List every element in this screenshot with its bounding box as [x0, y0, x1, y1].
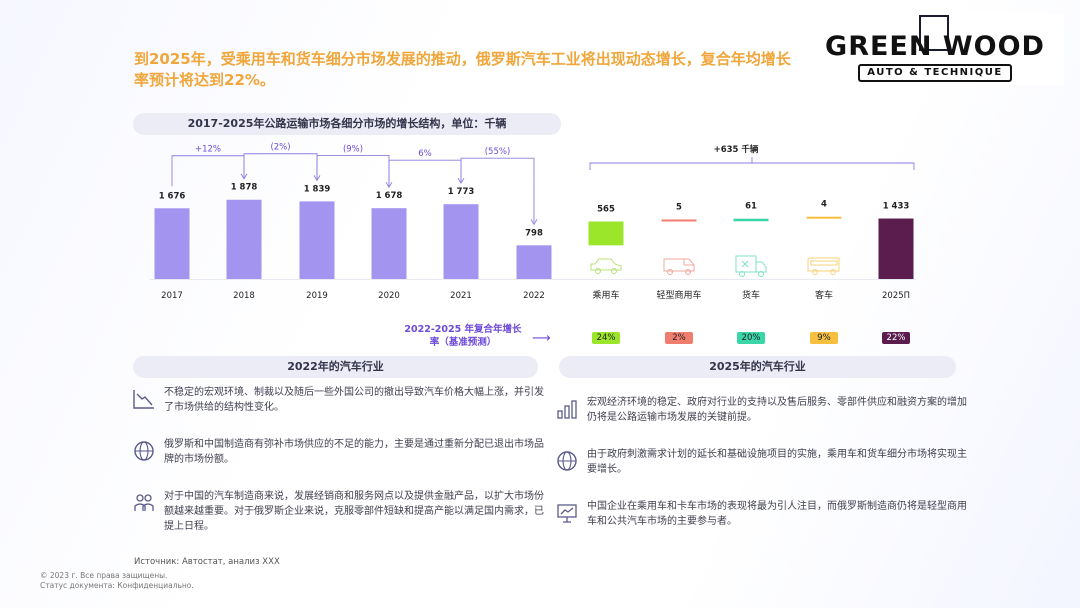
data-label: 4	[821, 200, 827, 210]
list-item-text: 宏观经济环境的稳定、政府对行业的支持以及售后服务、零部件供应和融资方案的增加仍将…	[587, 397, 967, 423]
cagr-badge: 2%	[665, 332, 693, 344]
arrow-down-icon	[385, 181, 393, 189]
change-label: (55%)	[485, 147, 511, 157]
headline: 到2025年，受乘用车和货车细分市场发展的推动，俄罗斯汽车工业将出现动态增长，复…	[134, 50, 791, 89]
bar-2025-forecast	[878, 218, 914, 279]
list-item-text: 俄罗斯和中国制造商有弥补市场供应的不足的能力，主要是通过重新分配已退出市场品牌的…	[164, 439, 544, 465]
bar-chart: 1 676 2017 1 878 2018 1 839 2019 1 678 2020 1 77…	[150, 143, 916, 301]
chart-title: 2017-2025年公路运输市场各细分市场的增长结构，单位：千辆	[133, 113, 561, 135]
x-tick-label: 轻型商用车	[656, 289, 701, 301]
waterfall-bar-car	[588, 221, 624, 246]
x-tick-label: 2021	[450, 291, 472, 301]
waterfall-total-label: +635 千辆	[714, 144, 759, 155]
change-label: (9%)	[343, 144, 363, 154]
waterfall-bar-bus	[806, 216, 842, 219]
x-tick-label: 2025П	[882, 291, 910, 301]
bar-2022	[516, 245, 552, 279]
x-tick-label: 2018	[233, 291, 255, 301]
list-item: 由于政府刺激需求计划的延长和基础设施项目的实施，乘用车和货车细分市场将实现主要增…	[555, 447, 970, 499]
x-tick-label: 2022	[523, 291, 545, 301]
list-item: 宏观经济环境的稳定、政府对行业的支持以及售后服务、零部件供应和融资方案的增加仍将…	[555, 395, 970, 447]
globe-icon	[557, 451, 577, 471]
footer-status: Статус документа: Конфиденциально.	[40, 581, 194, 590]
presentation-icon	[557, 504, 577, 523]
globe-icon	[134, 441, 154, 461]
right-panel-title: 2025年的汽车行业	[559, 356, 956, 378]
list-item-text: 不稳定的宏观环境、制裁以及随后一些外国公司的撤出导致汽车价格大幅上涨，并引发了市…	[164, 387, 544, 413]
logo: GREEN WOOD AUTO & TECHNIQUE	[806, 13, 1064, 85]
x-tick-label: 客车	[815, 289, 833, 301]
bar-2021	[443, 204, 479, 279]
list-item: 俄罗斯和中国制造商有弥补市场供应的不足的能力，主要是通过重新分配已退出市场品牌的…	[132, 437, 547, 489]
list-item: 中国企业在乘用车和卡车市场的表现将最为引人注目，而俄罗斯制造商仍将是轻型商用车和…	[555, 499, 970, 551]
data-label: 798	[525, 228, 543, 238]
cagr-badge: 22%	[882, 332, 910, 344]
data-label: 1 433	[883, 202, 910, 212]
data-label: 1 773	[448, 187, 475, 197]
change-connector	[460, 157, 535, 223]
x-tick-label: 货车	[742, 289, 760, 301]
source-note: Источник: Автостат, анализ XXX	[134, 557, 280, 567]
bar-2019	[299, 201, 335, 279]
x-tick-label: 2020	[378, 291, 400, 301]
list-item-text: 对于中国的汽车制造商来说，发展经销商和服务网点以及提供金融产品，以扩大市场份额越…	[164, 491, 544, 532]
cagr-badge: 24%	[592, 332, 620, 344]
change-label: +12%	[195, 145, 221, 155]
left-panel: 不稳定的宏观环境、制裁以及随后一些外国公司的撤出导致汽车价格大幅上涨，并引发了市…	[132, 385, 547, 541]
cagr-label: 2022-2025 年复合年增长率（基准预测）	[404, 324, 522, 348]
bus-icon	[807, 257, 840, 275]
logo-sub-text: AUTO & TECHNIQUE	[858, 64, 1012, 82]
list-item-text: 由于政府刺激需求计划的延长和基础设施项目的实施，乘用车和货车细分市场将实现主要增…	[587, 449, 967, 475]
change-connector	[316, 154, 390, 186]
waterfall-bar-van	[661, 219, 697, 222]
bar-chart-icon	[557, 400, 577, 419]
footer: © 2023 г. Все права защищены. Статус док…	[40, 571, 194, 591]
waterfall-bar-truck	[733, 218, 769, 222]
arrow-down-icon	[313, 175, 321, 182]
change-label: (2%)	[270, 143, 290, 153]
people-icon	[134, 494, 154, 511]
footer-copyright: © 2023 г. Все права защищены.	[40, 571, 168, 580]
bar-2018	[226, 199, 262, 279]
arrow-down-icon	[530, 219, 538, 226]
data-label: 5	[676, 202, 682, 212]
data-label: 1 678	[376, 191, 403, 201]
list-item: 不稳定的宏观环境、制裁以及随后一些外国公司的撤出导致汽车价格大幅上涨，并引发了市…	[132, 385, 547, 437]
cagr-badge: 20%	[737, 332, 765, 344]
x-tick-label: 2019	[306, 291, 328, 301]
left-panel-title: 2022年的汽车行业	[133, 356, 538, 378]
bar-2017	[154, 208, 190, 279]
data-label: 1 676	[159, 191, 186, 201]
arrow-right-icon: ⟶	[532, 331, 551, 346]
arrow-down-icon	[457, 177, 465, 185]
right-panel: 宏观经济环境的稳定、政府对行业的支持以及售后服务、零部件供应和融资方案的增加仍将…	[555, 395, 970, 551]
x-tick-label: 2017	[161, 291, 183, 301]
van-icon	[663, 258, 695, 275]
data-label: 1 878	[231, 183, 258, 193]
x-tick-label: 乘用车	[592, 289, 619, 301]
logo-mark-icon	[919, 15, 949, 51]
logo-main-text: GREEN WOOD	[825, 31, 1045, 62]
data-label: 565	[597, 204, 615, 214]
data-label: 61	[745, 202, 757, 212]
list-item: 对于中国的汽车制造商来说，发展经销商和服务网点以及提供金融产品，以扩大市场份额越…	[132, 489, 547, 541]
waterfall-bracket	[589, 162, 915, 170]
cagr-badge: 9%	[810, 332, 838, 344]
truck-icon	[735, 255, 767, 277]
change-connector	[171, 155, 245, 187]
change-label: 6%	[418, 149, 432, 159]
change-connector	[243, 153, 318, 179]
data-label: 1 839	[304, 184, 331, 194]
change-connector	[388, 159, 462, 187]
list-item-text: 中国企业在乘用车和卡车市场的表现将最为引人注目，而俄罗斯制造商仍将是轻型商用车和…	[587, 501, 967, 527]
bar-2020	[371, 208, 407, 279]
arrow-down-icon	[240, 173, 248, 180]
chart-decline-icon	[133, 390, 154, 409]
car-icon	[590, 258, 622, 274]
